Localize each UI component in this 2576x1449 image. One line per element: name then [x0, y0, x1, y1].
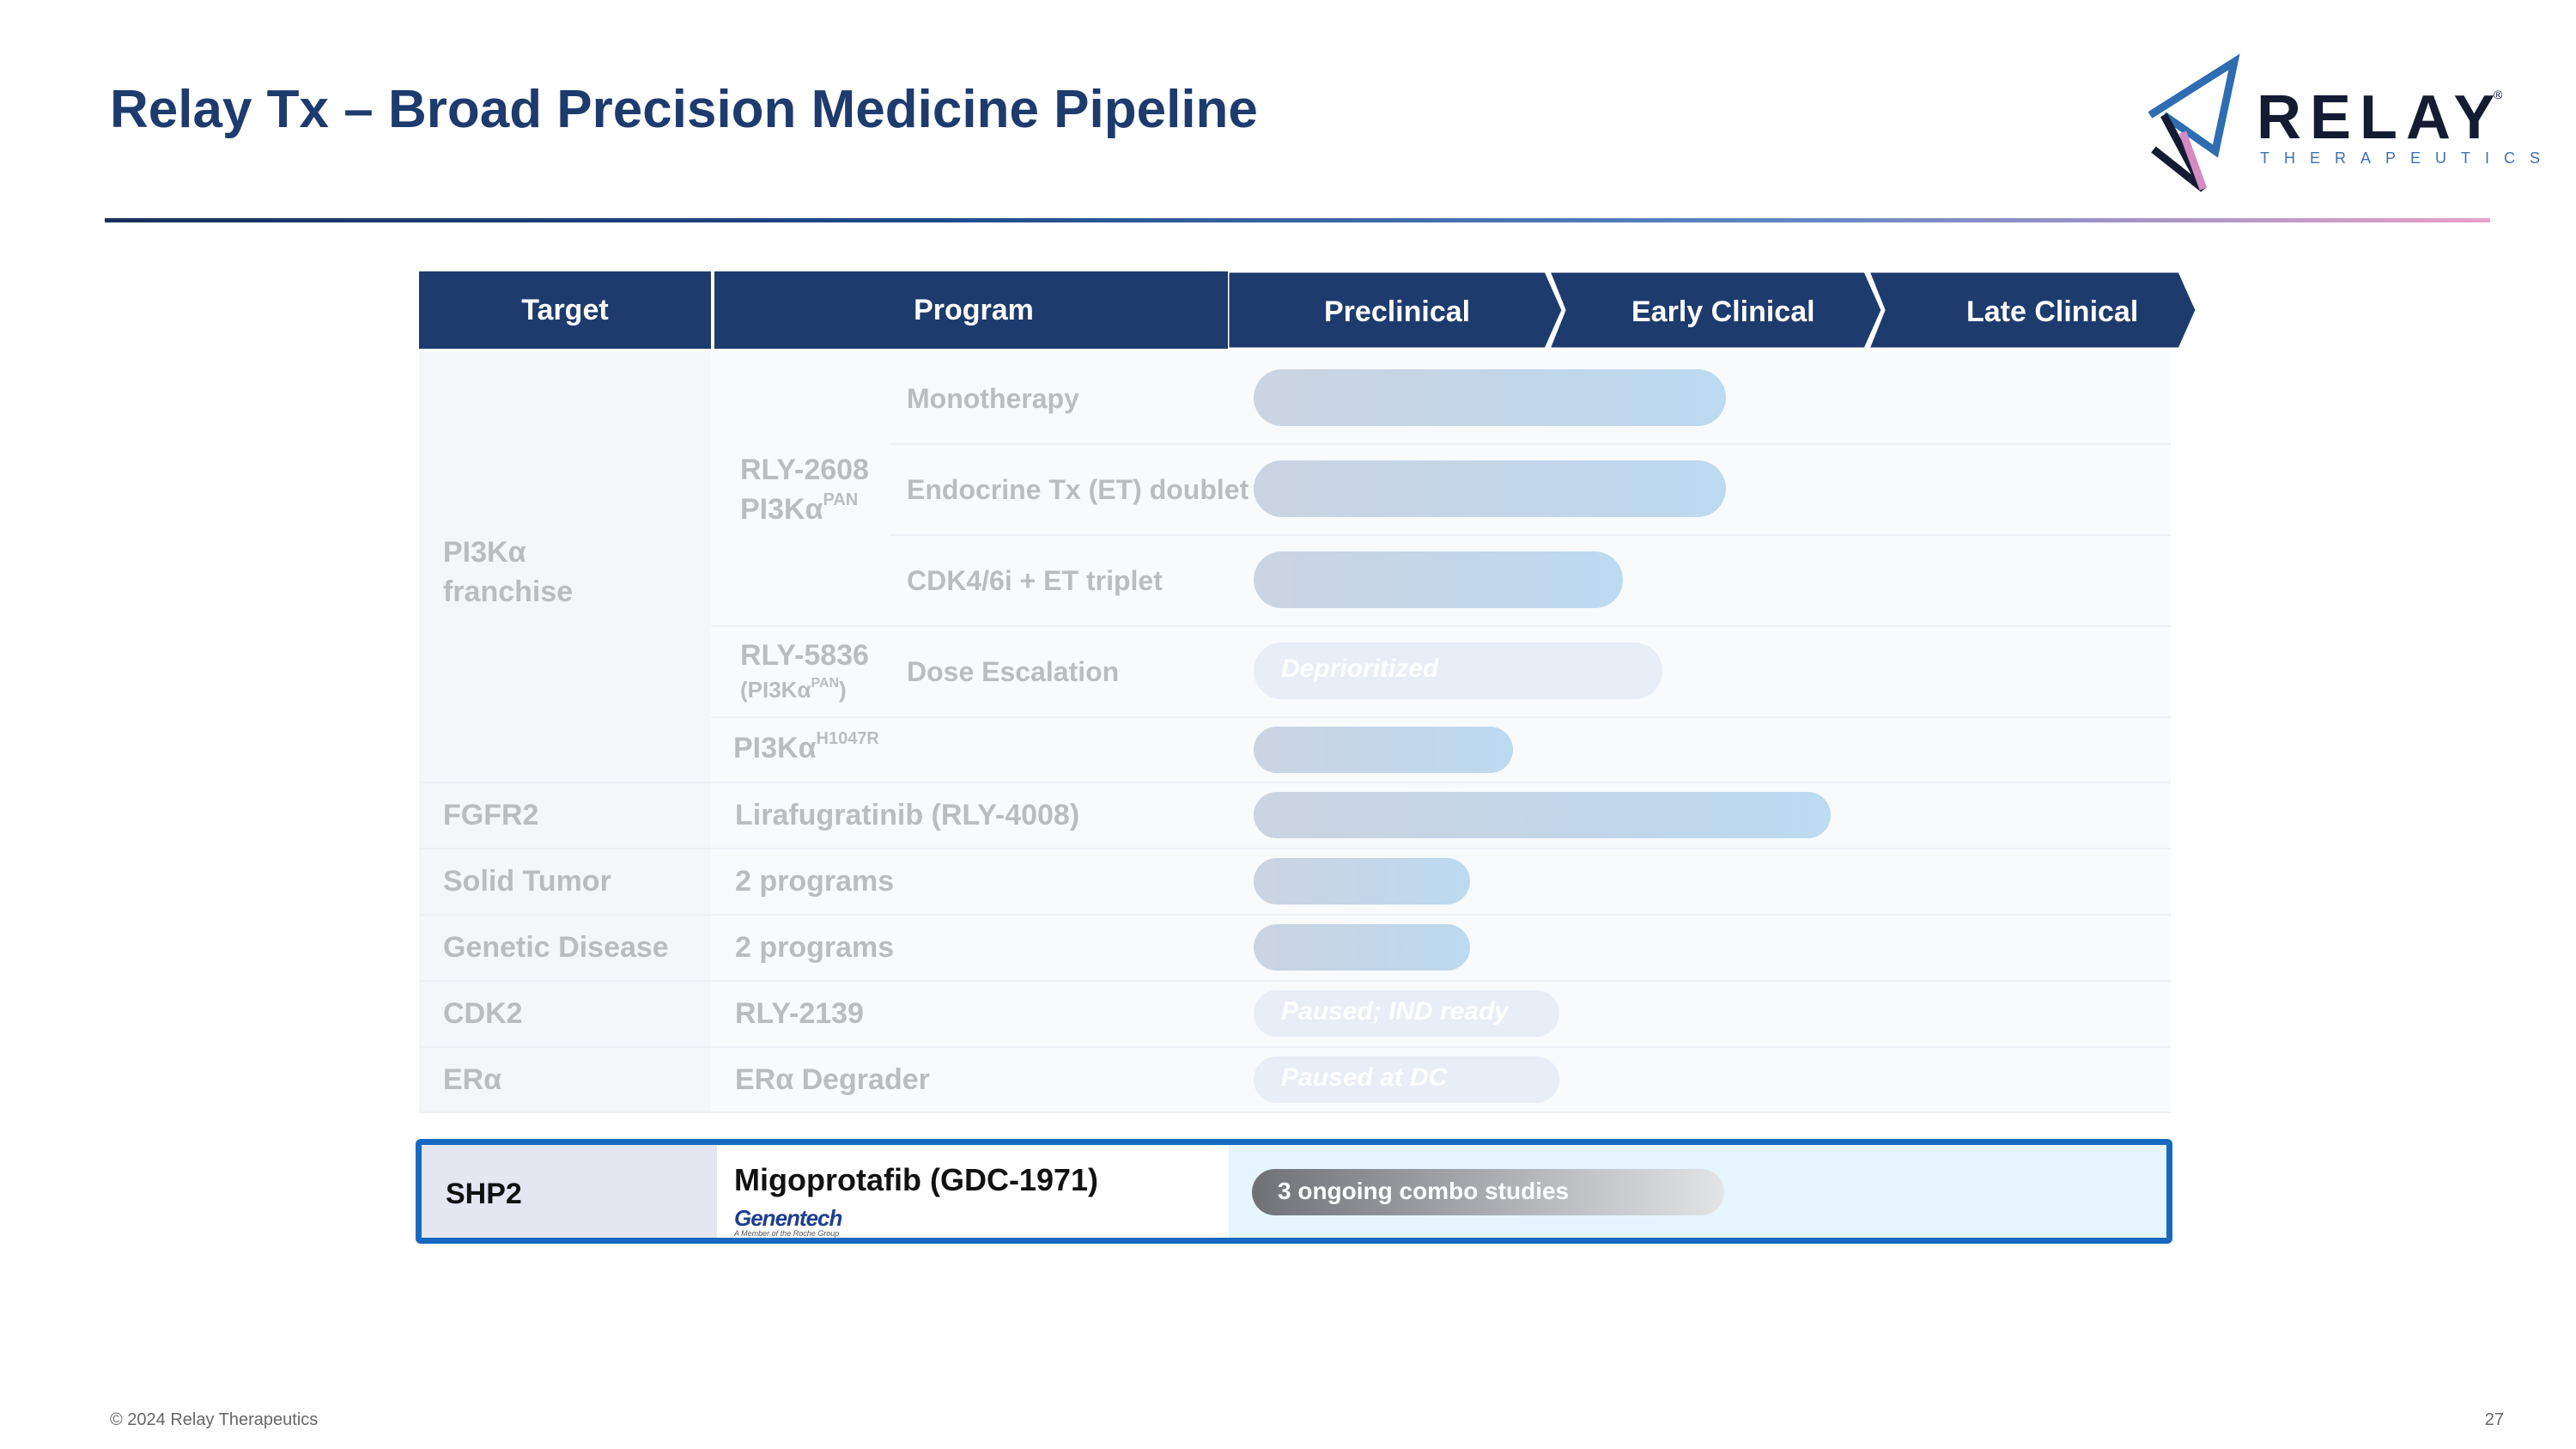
target-genetic-disease: Genetic Disease [443, 931, 669, 964]
progress-bar-cdk46-triplet [1254, 551, 1623, 608]
status-paused-ind-label: Paused; IND ready [1281, 997, 1510, 1026]
row-divider [711, 716, 2171, 718]
program-migoprotafib: Migoprotafib (GDC-1971) [734, 1162, 1099, 1197]
progress-bar-h1047r [1254, 727, 1513, 773]
row-divider [419, 848, 2171, 849]
status-pill-deprioritized: Deprioritized [1254, 642, 1662, 699]
program-lirafugratinib: Lirafugratinib (RLY-4008) [735, 799, 1080, 831]
status-pill-paused-ind: Paused; IND ready [1254, 990, 1559, 1037]
progress-bar-lirafugratinib [1254, 792, 1831, 838]
genentech-logo: Genentech [734, 1205, 842, 1231]
progress-bar-shp2: 3 ongoing combo studies [1252, 1169, 1724, 1215]
stage-early-clinical: Early Clinical [1631, 295, 1815, 328]
logo-registered-mark: ® [2494, 88, 2503, 101]
stage-arrows [1228, 271, 2196, 349]
progress-bar-genetic-disease [1254, 924, 1470, 971]
target-fgfr2: FGFR2 [443, 799, 539, 831]
program-er-alpha-degrader: ERα Degrader [735, 1063, 930, 1096]
row-divider [890, 534, 2171, 536]
logo-tagline: THERAPEUTICS [2260, 149, 2555, 167]
relay-logo-mark-icon [2148, 53, 2240, 192]
relay-logo: RELAY ® THERAPEUTICS [2133, 43, 2540, 198]
genentech-logo-subtitle: A Member of the Roche Group [734, 1229, 840, 1238]
copyright: © 2024 Relay Therapeutics [110, 1410, 319, 1429]
progress-bar-monotherapy [1254, 369, 1726, 426]
status-pill-paused-dc: Paused at DC [1254, 1056, 1559, 1103]
header-program: Program [714, 271, 1233, 349]
shp2-highlight-row: SHP2 Migoprotafib (GDC-1971) Genentech A… [416, 1139, 2172, 1244]
stage-late-clinical: Late Clinical [1966, 295, 2139, 328]
target-pi3k-franchise: PI3Kα franchise [443, 536, 574, 608]
row-divider [419, 1111, 2171, 1113]
page-title: Relay Tx – Broad Precision Medicine Pipe… [110, 80, 1258, 139]
target-shp2: SHP2 [446, 1178, 522, 1210]
row-divider [711, 625, 2171, 627]
program-rly-2608-subtitle: PI3KαPAN [740, 490, 859, 526]
row-divider [419, 980, 2171, 982]
indication-monotherapy: Monotherapy [907, 383, 1079, 414]
indication-cdk46-triplet: CDK4/6i + ET triplet [907, 565, 1163, 596]
program-genetic-disease: 2 programs [735, 931, 895, 964]
program-rly-5836: RLY-5836 [740, 639, 869, 672]
title-divider [105, 218, 2490, 222]
program-pi3k-h1047r: PI3KαH1047R [733, 729, 879, 764]
logo-wordmark: RELAY [2257, 83, 2504, 152]
indication-dose-escalation: Dose Escalation [907, 656, 1120, 687]
row-divider [419, 1046, 2171, 1048]
page-number: 27 [2484, 1410, 2504, 1429]
row-divider [890, 443, 2171, 445]
row-divider [419, 914, 2171, 916]
progress-bar-solid-tumor [1254, 858, 1470, 904]
status-deprioritized-label: Deprioritized [1281, 654, 1439, 683]
shp2-program-cell: Migoprotafib (GDC-1971) Genentech A Memb… [717, 1145, 1229, 1238]
program-rly-2608: RLY-2608 [740, 454, 869, 486]
target-cdk2: CDK2 [443, 997, 523, 1030]
target-column-bg [419, 352, 711, 1113]
program-rly-2139: RLY-2139 [735, 997, 864, 1030]
stage-preclinical: Preclinical [1324, 295, 1471, 328]
shp2-target-cell: SHP2 [422, 1145, 717, 1238]
target-er-alpha: ERα [443, 1063, 502, 1096]
progress-bar-endocrine-doublet [1254, 460, 1726, 517]
target-solid-tumor: Solid Tumor [443, 865, 611, 898]
shp2-status-label: 3 ongoing combo studies [1278, 1178, 1570, 1204]
program-rly-5836-subtitle: (PI3KαPAN) [740, 676, 847, 703]
program-solid-tumor: 2 programs [735, 865, 895, 898]
indication-endocrine-doublet: Endocrine Tx (ET) doublet [907, 474, 1249, 505]
header-target: Target [419, 271, 711, 349]
status-paused-dc-label: Paused at DC [1281, 1063, 1448, 1092]
row-divider [419, 782, 2171, 783]
